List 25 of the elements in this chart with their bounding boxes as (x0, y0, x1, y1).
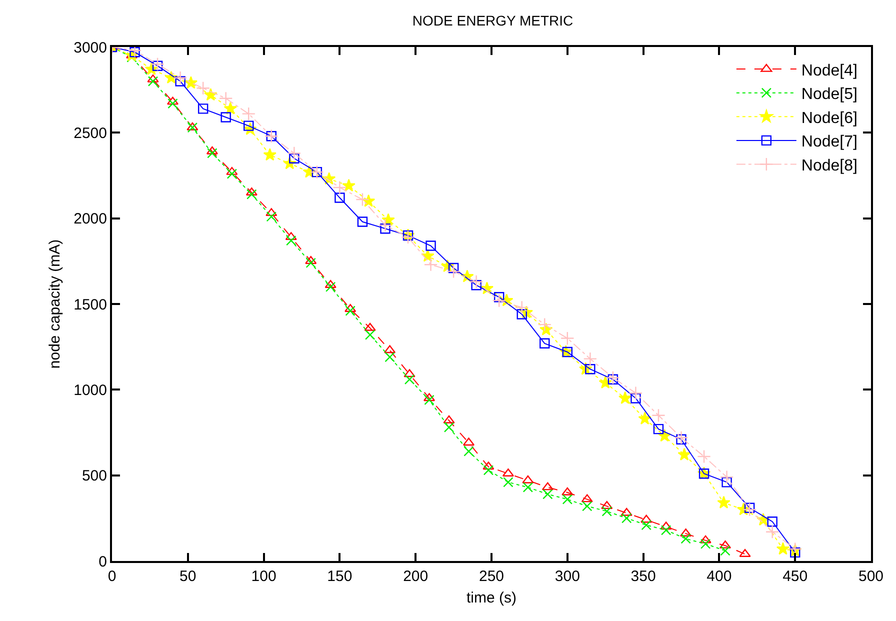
chart-title: NODE ENERGY METRIC (412, 12, 574, 28)
x-tick-label: 400 (706, 568, 732, 585)
x-tick-label: 250 (478, 568, 504, 585)
x-tick-label: 450 (782, 568, 808, 585)
y-tick-label: 0 (98, 553, 107, 570)
y-tick-label: 2500 (74, 124, 107, 142)
y-tick-label: 500 (82, 468, 107, 485)
x-tick-label: 200 (403, 568, 428, 585)
y-tick-label: 3000 (74, 39, 107, 56)
x-tick-label: 500 (858, 568, 884, 585)
legend-label: Node[5] (801, 86, 858, 104)
y-axis-title: node capacity (mA) (46, 239, 64, 369)
y-tick-label: 1500 (74, 296, 107, 314)
x-tick-label: 300 (554, 568, 580, 585)
legend-label: Node[4] (801, 62, 858, 80)
y-tick-label: 2000 (74, 210, 107, 228)
legend-label: Node[8] (801, 157, 858, 174)
x-tick-label: 100 (251, 568, 276, 585)
legend-label: Node[6] (801, 110, 858, 127)
y-tick-label: 1000 (74, 382, 107, 399)
x-tick-label: 50 (180, 568, 196, 585)
x-tick-label: 150 (327, 568, 352, 585)
x-tick-label: 350 (630, 568, 656, 585)
x-axis-title: time (s) (466, 590, 516, 606)
legend-label: Node[7] (801, 134, 858, 151)
